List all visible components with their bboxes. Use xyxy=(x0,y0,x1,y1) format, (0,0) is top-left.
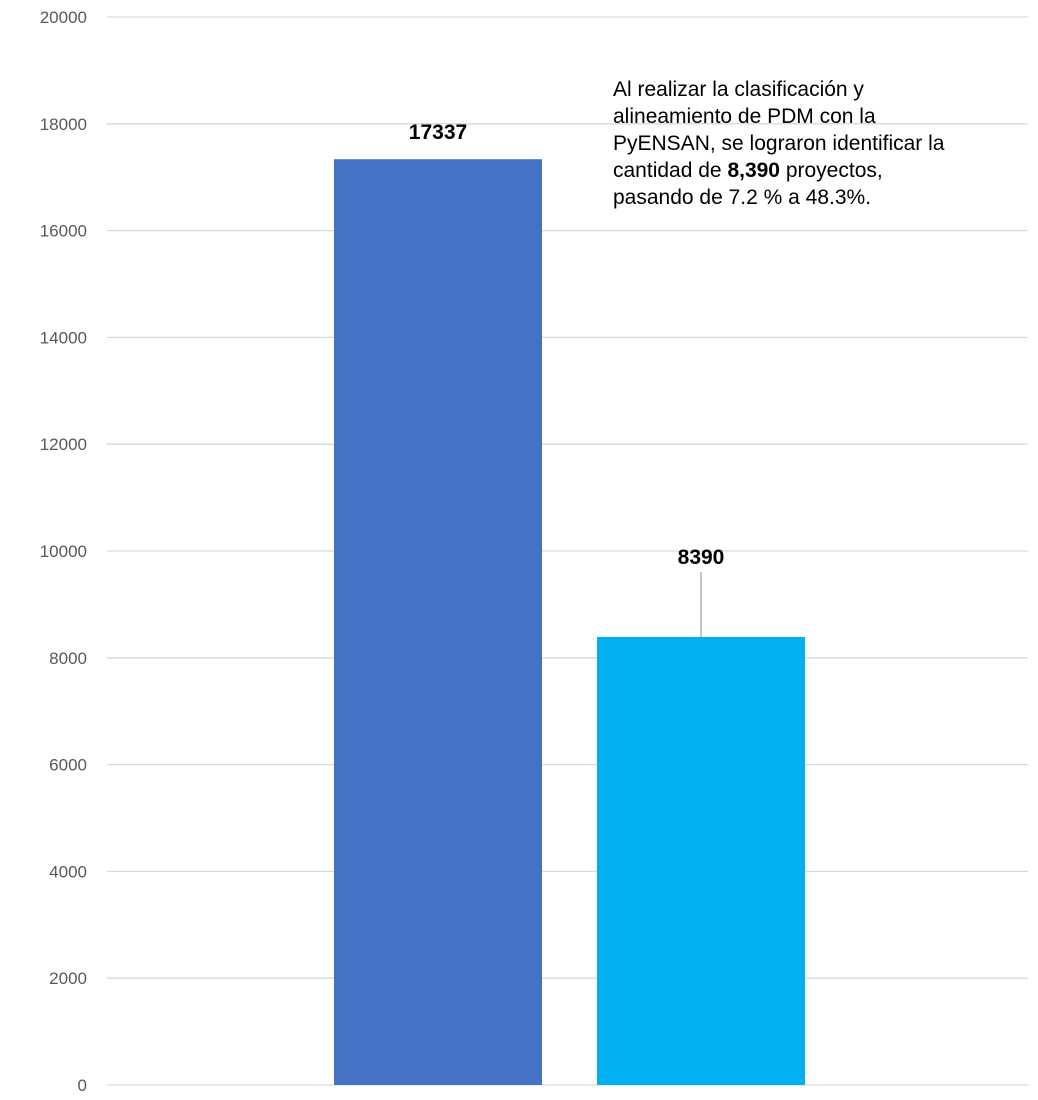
bar xyxy=(334,159,542,1085)
annotation-text-part: cantidad de xyxy=(613,159,728,182)
y-tick-label: 18000 xyxy=(40,115,87,134)
y-tick-label: 16000 xyxy=(40,222,87,241)
y-tick-label: 14000 xyxy=(40,328,87,347)
annotation-text-part: proyectos, xyxy=(780,159,883,182)
data-label: 17337 xyxy=(409,121,467,144)
annotation-line: alineamiento de PDM con la xyxy=(613,105,876,128)
annotation-line: PyENSAN, se lograron identificar la xyxy=(613,132,945,155)
y-tick-label: 2000 xyxy=(49,969,87,988)
y-axis: 0 2000 4000 6000 8000 10000 12000 14000 16000 180… xyxy=(40,8,87,1095)
annotation-line: pasando de 7.2 % a 48.3%. xyxy=(613,186,872,209)
annotation-line: cantidad de 8,390 proyectos, xyxy=(613,157,1033,184)
annotation-text: Al realizar la clasificación y alineamie… xyxy=(613,76,1033,211)
annotation-highlight: 8,390 xyxy=(727,159,780,182)
y-tick-label: 8000 xyxy=(49,649,87,668)
data-labels: 17337 8390 xyxy=(409,121,725,637)
y-tick-label: 12000 xyxy=(40,435,87,454)
data-label: 8390 xyxy=(678,546,725,569)
y-tick-label: 6000 xyxy=(49,756,87,775)
bar xyxy=(597,636,805,1085)
y-tick-label: 20000 xyxy=(40,8,87,27)
gridlines xyxy=(107,16,1028,1086)
y-tick-label: 10000 xyxy=(40,542,87,561)
y-tick-label: 0 xyxy=(78,1076,87,1095)
annotation-line: Al realizar la clasificación y xyxy=(613,78,864,101)
bars xyxy=(334,159,805,1085)
y-tick-label: 4000 xyxy=(49,862,87,881)
